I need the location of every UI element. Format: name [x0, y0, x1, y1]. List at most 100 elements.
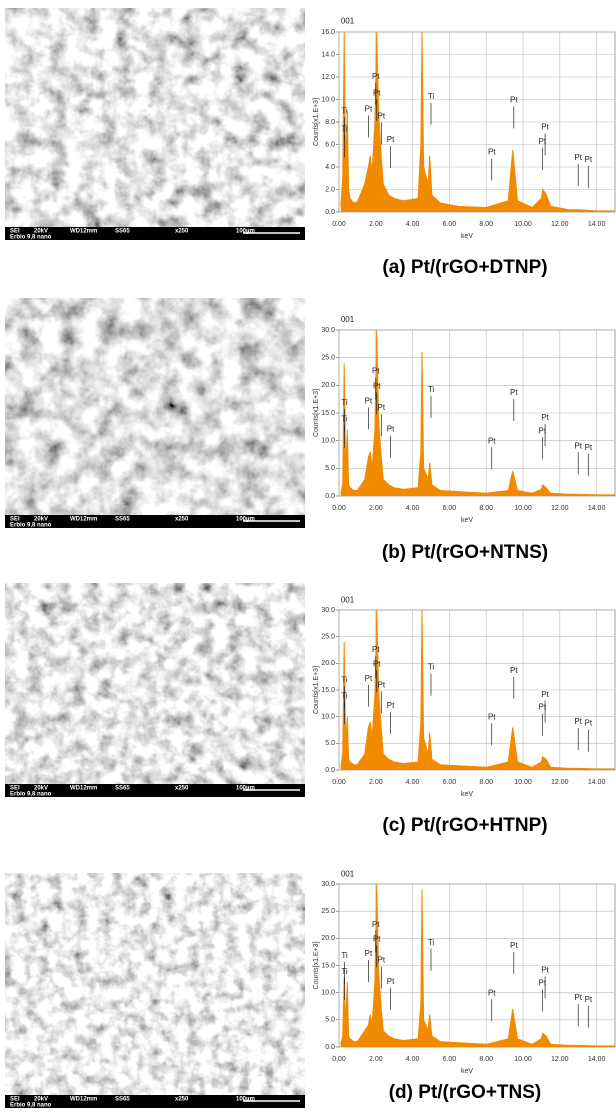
peak-label: Pt	[365, 674, 373, 683]
y-tick-label: 15.0	[321, 962, 335, 969]
x-tick-label: 2.00	[369, 221, 383, 228]
peak-label: Pt	[574, 717, 582, 726]
spectrum-line	[340, 329, 615, 496]
peak-label: Ti	[341, 106, 348, 115]
peak-label: Pt	[365, 396, 373, 405]
y-tick-label: 30.0	[321, 327, 335, 334]
peak-label: Pt	[541, 413, 549, 422]
y-tick-label: 0.0	[325, 493, 335, 500]
y-tick-label: 20.0	[321, 935, 335, 942]
peak-label: 001	[341, 16, 355, 25]
y-axis-label: Counts[x1.E+3]	[313, 941, 320, 989]
peak-label: Pt	[387, 425, 395, 434]
y-tick-label: 30.0	[321, 881, 335, 888]
x-axis-label: keV	[461, 791, 473, 798]
sem-info-bar	[5, 227, 305, 240]
y-tick-label: 20.0	[321, 660, 335, 667]
y-tick-label: 25.0	[321, 908, 335, 915]
peak-label: Pt	[488, 148, 496, 157]
x-tick-label: 8.00	[479, 505, 493, 512]
x-axis-label: keV	[461, 517, 473, 524]
peak-label: Pt	[510, 388, 518, 397]
x-tick-label: 2.00	[369, 505, 383, 512]
y-tick-label: 16.0	[321, 29, 335, 36]
x-tick-label: 14.00	[588, 221, 606, 228]
peak-label: Pt	[372, 645, 380, 654]
sem-label: WD12mm	[70, 1097, 97, 1103]
sem-label: SEI	[10, 1097, 20, 1103]
sem-label: SS65	[115, 1097, 130, 1103]
peak-label: Pt	[574, 153, 582, 162]
sem-image	[5, 873, 305, 1108]
sem-label: SS65	[115, 786, 130, 792]
peak-label: Pt	[365, 105, 373, 114]
x-tick-label: 12.00	[551, 221, 569, 228]
peak-label: Pt	[539, 703, 547, 712]
peak-label: 001	[341, 315, 355, 324]
x-tick-label: 4.00	[406, 779, 420, 786]
sem-label: 20kV	[34, 229, 48, 235]
x-tick-label: 10.00	[514, 221, 532, 228]
x-tick-label: 14.00	[588, 1056, 606, 1063]
x-axis-label: keV	[461, 1068, 473, 1075]
y-tick-label: 10.0	[321, 438, 335, 445]
sem-label: WD12mm	[70, 786, 97, 792]
y-tick-label: 25.0	[321, 355, 335, 362]
peak-label: Ti	[341, 692, 348, 701]
sem-label: 100µm	[236, 229, 255, 235]
x-axis-label: keV	[461, 233, 473, 240]
x-tick-label: 14.00	[588, 779, 606, 786]
y-tick-label: 15.0	[321, 687, 335, 694]
peak-label: Pt	[373, 88, 381, 97]
x-tick-label: 0.00	[332, 1056, 346, 1063]
sem-label: WD12mm	[70, 229, 97, 235]
sem-image	[5, 8, 305, 240]
y-axis-label: Counts[x1.E+3]	[313, 389, 320, 437]
x-tick-label: 6.00	[443, 1056, 457, 1063]
x-tick-label: 12.00	[551, 505, 569, 512]
peak-label: Ti	[428, 92, 435, 101]
sem-label: 100µm	[236, 786, 255, 792]
peak-label: Pt	[378, 403, 386, 412]
peak-label: Pt	[378, 112, 386, 121]
peak-label: 001	[341, 869, 355, 878]
x-tick-label: 12.00	[551, 779, 569, 786]
peak-label: Pt	[488, 988, 496, 997]
peak-label: Pt	[585, 443, 593, 452]
y-tick-label: 30.0	[321, 607, 335, 614]
spectrum-area	[340, 884, 615, 1047]
sem-label: Erbio 9,8 nano	[10, 1103, 52, 1109]
sem-info-bar	[5, 1095, 305, 1108]
x-tick-label: 6.00	[443, 505, 457, 512]
x-tick-label: 6.00	[443, 221, 457, 228]
x-tick-label: 0.00	[332, 779, 346, 786]
x-tick-label: 14.00	[588, 505, 606, 512]
y-tick-label: 5.0	[325, 740, 335, 747]
peak-label: Pt	[387, 977, 395, 986]
peak-label: Pt	[574, 441, 582, 450]
peak-label: Ti	[341, 951, 348, 960]
y-tick-label: 2.0	[325, 186, 335, 193]
peak-label: Pt	[541, 690, 549, 699]
x-tick-label: 0.00	[332, 221, 346, 228]
spectrum-area	[340, 32, 615, 212]
peak-label: Pt	[510, 666, 518, 675]
spectrum-area	[340, 330, 615, 496]
sem-label: 20kV	[34, 1097, 48, 1103]
sem-label: 20kV	[34, 786, 48, 792]
peak-label: Pt	[365, 949, 373, 958]
peak-label: Ti	[341, 398, 348, 407]
sem-label: SEI	[10, 786, 20, 792]
peak-label: Pt	[373, 660, 381, 669]
y-tick-label: 5.0	[325, 465, 335, 472]
sem-label: SS65	[115, 229, 130, 235]
panel-caption: (b) Pt/(rGO+NTNS)	[382, 542, 548, 563]
spectrum-line	[340, 883, 615, 1047]
x-tick-label: 8.00	[479, 221, 493, 228]
peak-label: Pt	[574, 993, 582, 1002]
peak-label: Pt	[510, 941, 518, 950]
x-tick-label: 2.00	[369, 779, 383, 786]
y-tick-label: 10.0	[321, 990, 335, 997]
x-tick-label: 10.00	[514, 1056, 532, 1063]
